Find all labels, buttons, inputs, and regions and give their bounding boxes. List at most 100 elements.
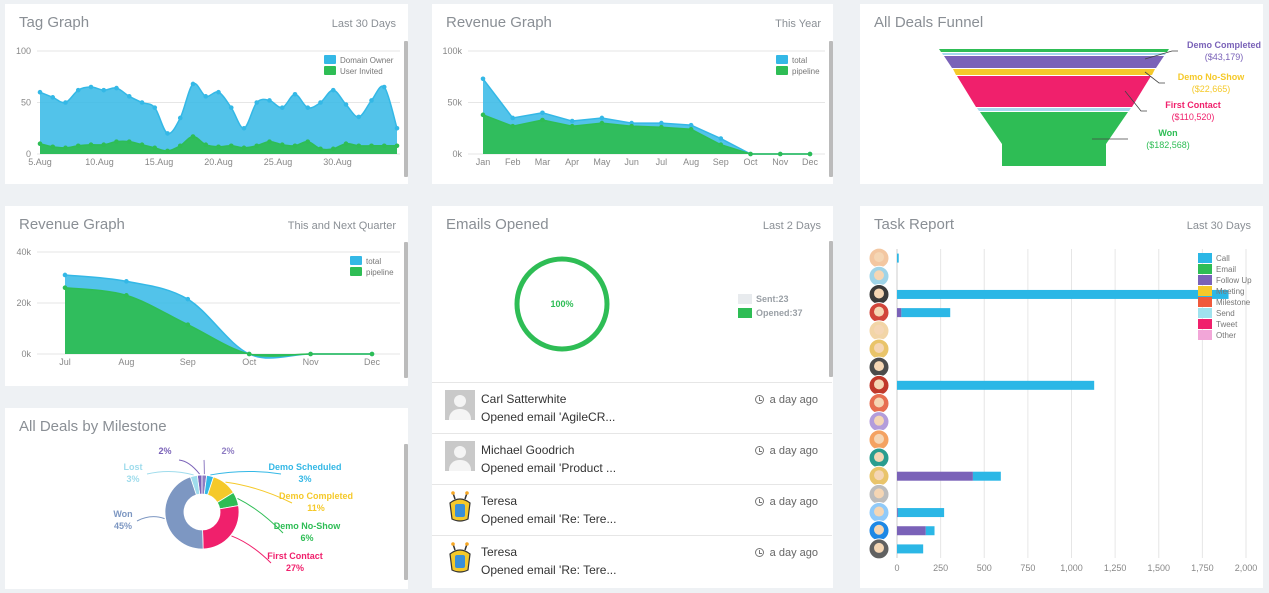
data-point — [279, 142, 285, 148]
funnel-segment — [957, 76, 1151, 107]
legend-label: User Invited — [340, 67, 383, 76]
legend-label: total — [366, 257, 381, 266]
data-point — [394, 143, 400, 149]
data-point — [165, 148, 170, 154]
time-text: a day ago — [769, 547, 818, 559]
x-tick-label: Feb — [505, 157, 521, 167]
funnel-segment — [939, 49, 1169, 52]
data-point — [356, 114, 362, 120]
scrollbar[interactable] — [829, 41, 833, 177]
panel-title: All Deals Funnel — [874, 14, 984, 31]
clock-icon — [754, 548, 764, 557]
x-tick-label: Jun — [624, 157, 639, 167]
x-tick-label: 250 — [933, 563, 948, 573]
legend-swatch — [350, 256, 362, 265]
legend-swatch — [1198, 253, 1212, 263]
funnel-connector — [1144, 71, 1165, 84]
donut-connector — [237, 497, 284, 534]
bar-call — [897, 253, 899, 263]
donut-connector — [136, 516, 165, 522]
x-tick-label: 1,000 — [1060, 563, 1083, 573]
data-point — [216, 144, 221, 150]
legend-swatch — [1198, 264, 1212, 274]
data-point — [629, 123, 634, 129]
funnel-connector — [1144, 50, 1178, 60]
y-tick-label: 20k — [16, 298, 31, 308]
email-activity-row[interactable]: Teresa Opened email 'Re: Tere... a day a… — [432, 484, 832, 535]
scrollbar[interactable] — [404, 444, 408, 580]
contact-name[interactable]: Teresa — [481, 494, 518, 508]
legend-label: total — [792, 56, 807, 65]
data-point — [510, 123, 516, 129]
data-point — [185, 322, 191, 327]
data-point — [152, 105, 158, 110]
x-tick-label: Nov — [772, 157, 789, 167]
donut-percent: 27% — [286, 563, 304, 573]
revenue-quarter-chart: 0k 20k 40k Jul Aug Sep Oct Nov Dec total pipeline — [16, 247, 400, 367]
email-activity-row[interactable]: Carl Satterwhite Opened email 'AgileCR..… — [432, 382, 832, 433]
avatar-face — [874, 306, 884, 317]
donut-label: First Contact — [267, 551, 323, 561]
data-point — [139, 142, 145, 148]
donut-slice — [189, 474, 201, 496]
panel-title: Revenue Graph — [19, 216, 125, 233]
legend-swatch — [1198, 330, 1212, 340]
funnel-label: Demo Completed — [1187, 40, 1261, 50]
data-point — [305, 105, 311, 110]
data-point — [88, 84, 94, 90]
clock-icon — [754, 497, 764, 506]
x-tick-label: Oct — [242, 357, 257, 367]
bar-call — [897, 289, 1229, 299]
scrollbar[interactable] — [829, 241, 833, 377]
contact-name[interactable]: Teresa — [481, 545, 518, 559]
emails-opened-chart: 100% Sent:23 Opened:37 — [514, 256, 803, 352]
donut-label: Demo Completed — [279, 491, 353, 501]
scrollbar[interactable] — [404, 242, 408, 378]
contact-name[interactable]: Michael Goodrich — [481, 443, 575, 457]
email-activity-row[interactable]: Michael Goodrich Opened email 'Product .… — [432, 433, 832, 484]
x-tick-label: 750 — [1020, 563, 1035, 573]
percent-label: 100% — [550, 299, 573, 309]
data-point — [62, 272, 68, 278]
data-point — [599, 120, 605, 126]
legend-swatch — [350, 267, 362, 276]
legend-label: pipeline — [792, 67, 820, 76]
data-point — [718, 142, 724, 148]
funnel-label: First Contact — [1165, 100, 1221, 110]
x-tick-label: Aug — [683, 157, 699, 167]
data-point — [254, 143, 260, 149]
data-point — [216, 89, 221, 95]
revenue-year-chart: 0k 50k 100k Jan Feb Mar Apr May Jun Jul Aug Sep Oct N… — [442, 46, 825, 167]
bar-follow-up — [897, 508, 898, 518]
avatar-face — [874, 506, 884, 517]
email-message: Opened email 'Product ... — [481, 461, 617, 475]
scrollbar[interactable] — [404, 41, 408, 177]
data-point — [75, 143, 81, 149]
contact-name[interactable]: Carl Satterwhite — [481, 392, 567, 406]
data-point — [343, 102, 349, 107]
data-point — [480, 112, 486, 118]
panel-subtitle: This and Next Quarter — [287, 220, 396, 232]
email-activity-row[interactable]: Teresa Opened email 'Re: Tere... a day a… — [432, 535, 832, 586]
data-point — [369, 143, 374, 149]
deals-funnel-panel: All Deals Funnel Demo Completed ($43,179)… — [860, 4, 1263, 184]
data-point — [50, 95, 56, 100]
avatar-face — [874, 379, 884, 390]
legend-swatch — [738, 294, 752, 304]
data-point — [203, 142, 209, 148]
email-time: a day ago — [754, 547, 818, 559]
x-tick-label: Dec — [802, 157, 819, 167]
data-point — [241, 125, 247, 131]
donut-percent: 2% — [158, 446, 171, 456]
deals-milestone-panel: All Deals by Milestone 2% 2% Demo Schedule… — [5, 408, 408, 589]
funnel-label: Demo No-Show — [1178, 72, 1245, 82]
data-point — [480, 76, 486, 82]
x-tick-label: Jan — [476, 157, 491, 167]
bar-call — [901, 308, 951, 318]
donut-label: Demo No-Show — [274, 521, 341, 531]
person-placeholder-icon — [445, 441, 475, 471]
avatar-face — [874, 524, 884, 535]
data-point — [369, 98, 374, 103]
task-report-panel: Task Report Last 30 Days 0 250 500 750 1,000… — [860, 206, 1263, 588]
legend-swatch — [1198, 308, 1212, 318]
